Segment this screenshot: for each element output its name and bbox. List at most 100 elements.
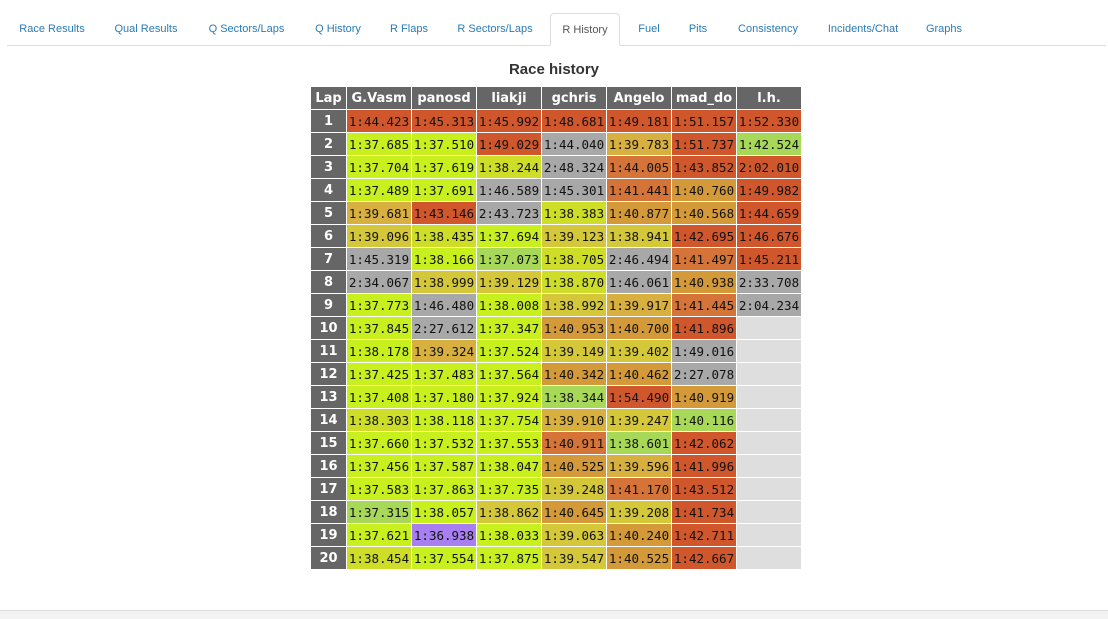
lap-time-cell: 1:38.244 xyxy=(476,155,542,179)
table-row: 3 1:37.704 1:37.619 1:38.244 2:48.324 1:44.00… xyxy=(310,155,802,179)
lap-time-cell: 1:44.005 xyxy=(606,155,672,179)
lap-time-cell: 1:39.063 xyxy=(541,523,607,547)
table-row: 6 1:39.096 1:38.435 1:37.694 1:39.123 1:38.94… xyxy=(310,224,802,248)
tab-graphs[interactable]: Graphs xyxy=(925,23,963,35)
column-header-driver: G.Vasm xyxy=(346,86,412,110)
lap-number: 20 xyxy=(310,546,347,570)
lap-time-cell: 1:40.568 xyxy=(671,201,737,225)
table-row: 12 1:37.425 1:37.483 1:37.564 1:40.342 1:40.4… xyxy=(310,362,802,386)
table-row: 16 1:37.456 1:37.587 1:38.047 1:40.525 1:39.5… xyxy=(310,454,802,478)
lap-number: 16 xyxy=(310,454,347,478)
lap-time-cell: 1:38.601 xyxy=(606,431,672,455)
lap-time-cell: 2:33.708 xyxy=(736,270,802,294)
lap-time-cell: 1:37.553 xyxy=(476,431,542,455)
lap-time-cell: 1:37.685 xyxy=(346,132,412,156)
lap-time-cell: 1:37.564 xyxy=(476,362,542,386)
table-row: 1 1:44.423 1:45.313 1:45.992 1:48.681 1:49.18… xyxy=(310,109,802,133)
table-row: 2 1:37.685 1:37.510 1:49.029 1:44.040 1:39.78… xyxy=(310,132,802,156)
tab-r-flaps[interactable]: R Flaps xyxy=(390,23,428,35)
column-header-driver: mad_do xyxy=(671,86,737,110)
lap-time-cell: 1:38.047 xyxy=(476,454,542,478)
lap-time-cell: 1:42.711 xyxy=(671,523,737,547)
lap-time-cell: 1:38.941 xyxy=(606,224,672,248)
lap-number: 5 xyxy=(310,201,347,225)
lap-time-cell: 1:43.852 xyxy=(671,155,737,179)
lap-time-cell: 1:38.705 xyxy=(541,247,607,271)
column-header-lap: Lap xyxy=(310,86,347,110)
lap-time-cell: 1:37.583 xyxy=(346,477,412,501)
lap-time-cell: 1:46.480 xyxy=(411,293,477,317)
tab-q-history[interactable]: Q History xyxy=(315,23,361,35)
tab-bar: Race Results Qual Results Q Sectors/Laps Q … xyxy=(7,13,1106,46)
lap-number: 7 xyxy=(310,247,347,271)
table-row: 5 1:39.681 1:43.146 2:43.723 1:38.383 1:40.87… xyxy=(310,201,802,225)
lap-time-cell: 1:40.700 xyxy=(606,316,672,340)
table-row: 14 1:38.303 1:38.118 1:37.754 1:39.910 1:39.2… xyxy=(310,408,802,432)
horizontal-scrollbar[interactable] xyxy=(0,610,1108,619)
page-title: Race history xyxy=(508,61,600,78)
lap-time-cell: 1:39.783 xyxy=(606,132,672,156)
lap-time-cell: 1:39.123 xyxy=(541,224,607,248)
lap-time-cell: 1:37.754 xyxy=(476,408,542,432)
lap-time-cell: 1:39.248 xyxy=(541,477,607,501)
lap-time-cell: 1:38.992 xyxy=(541,293,607,317)
tab-r-history[interactable]: R History xyxy=(550,13,620,46)
tab-fuel[interactable]: Fuel xyxy=(638,23,660,35)
lap-time-cell: 1:39.247 xyxy=(606,408,672,432)
lap-time-cell: 1:37.510 xyxy=(411,132,477,156)
lap-time-cell: 1:48.681 xyxy=(541,109,607,133)
lap-time-cell: 1:39.547 xyxy=(541,546,607,570)
lap-time-cell: 1:41.497 xyxy=(671,247,737,271)
lap-number: 13 xyxy=(310,385,347,409)
race-history-table: Lap G.Vasm panosd liakji gchris Angelo mad_do l… xyxy=(310,86,802,570)
lap-time-cell: 1:37.532 xyxy=(411,431,477,455)
lap-number: 17 xyxy=(310,477,347,501)
column-header-driver: panosd xyxy=(411,86,477,110)
table-row: 17 1:37.583 1:37.863 1:37.735 1:39.248 1:41.1… xyxy=(310,477,802,501)
lap-time-cell: 1:38.435 xyxy=(411,224,477,248)
lap-time-cell: 1:38.008 xyxy=(476,293,542,317)
table-row: 10 1:37.845 2:27.612 1:37.347 1:40.953 1:40.7… xyxy=(310,316,802,340)
tab-q-sectors-laps[interactable]: Q Sectors/Laps xyxy=(208,23,285,35)
lap-time-cell: 1:40.525 xyxy=(606,546,672,570)
lap-time-cell: 1:36.938 xyxy=(411,523,477,547)
table-row: 18 1:37.315 1:38.057 1:38.862 1:40.645 1:39.2… xyxy=(310,500,802,524)
tab-r-sectors-laps[interactable]: R Sectors/Laps xyxy=(457,23,533,35)
lap-time-cell: 1:41.441 xyxy=(606,178,672,202)
tab-consistency[interactable]: Consistency xyxy=(738,23,798,35)
tab-pits[interactable]: Pits xyxy=(688,23,708,35)
lap-time-cell: 1:51.157 xyxy=(671,109,737,133)
lap-time-cell: 1:40.938 xyxy=(671,270,737,294)
empty-cell xyxy=(736,546,802,570)
lap-time-cell: 1:42.524 xyxy=(736,132,802,156)
column-header-driver: Angelo xyxy=(606,86,672,110)
lap-time-cell: 1:37.735 xyxy=(476,477,542,501)
lap-time-cell: 1:40.462 xyxy=(606,362,672,386)
table-row: 4 1:37.489 1:37.691 1:46.589 1:45.301 1:41.44… xyxy=(310,178,802,202)
tab-qual-results[interactable]: Qual Results xyxy=(114,23,178,35)
lap-time-cell: 1:37.483 xyxy=(411,362,477,386)
lap-time-cell: 2:04.234 xyxy=(736,293,802,317)
lap-time-cell: 1:37.347 xyxy=(476,316,542,340)
lap-time-cell: 1:45.211 xyxy=(736,247,802,271)
tab-incidents-chat[interactable]: Incidents/Chat xyxy=(827,23,899,35)
lap-time-cell: 1:37.456 xyxy=(346,454,412,478)
lap-number: 2 xyxy=(310,132,347,156)
lap-time-cell: 1:45.313 xyxy=(411,109,477,133)
lap-time-cell: 1:38.999 xyxy=(411,270,477,294)
lap-time-cell: 1:37.073 xyxy=(476,247,542,271)
lap-number: 11 xyxy=(310,339,347,363)
lap-time-cell: 1:41.445 xyxy=(671,293,737,317)
lap-time-cell: 1:38.118 xyxy=(411,408,477,432)
table-row: 13 1:37.408 1:37.180 1:37.924 1:38.344 1:54.4… xyxy=(310,385,802,409)
lap-time-cell: 1:43.146 xyxy=(411,201,477,225)
lap-time-cell: 1:40.240 xyxy=(606,523,672,547)
tab-race-results[interactable]: Race Results xyxy=(19,23,85,35)
lap-number: 6 xyxy=(310,224,347,248)
lap-time-cell: 1:37.554 xyxy=(411,546,477,570)
empty-cell xyxy=(736,408,802,432)
lap-time-cell: 1:37.489 xyxy=(346,178,412,202)
empty-cell xyxy=(736,316,802,340)
lap-number: 4 xyxy=(310,178,347,202)
lap-time-cell: 1:37.180 xyxy=(411,385,477,409)
